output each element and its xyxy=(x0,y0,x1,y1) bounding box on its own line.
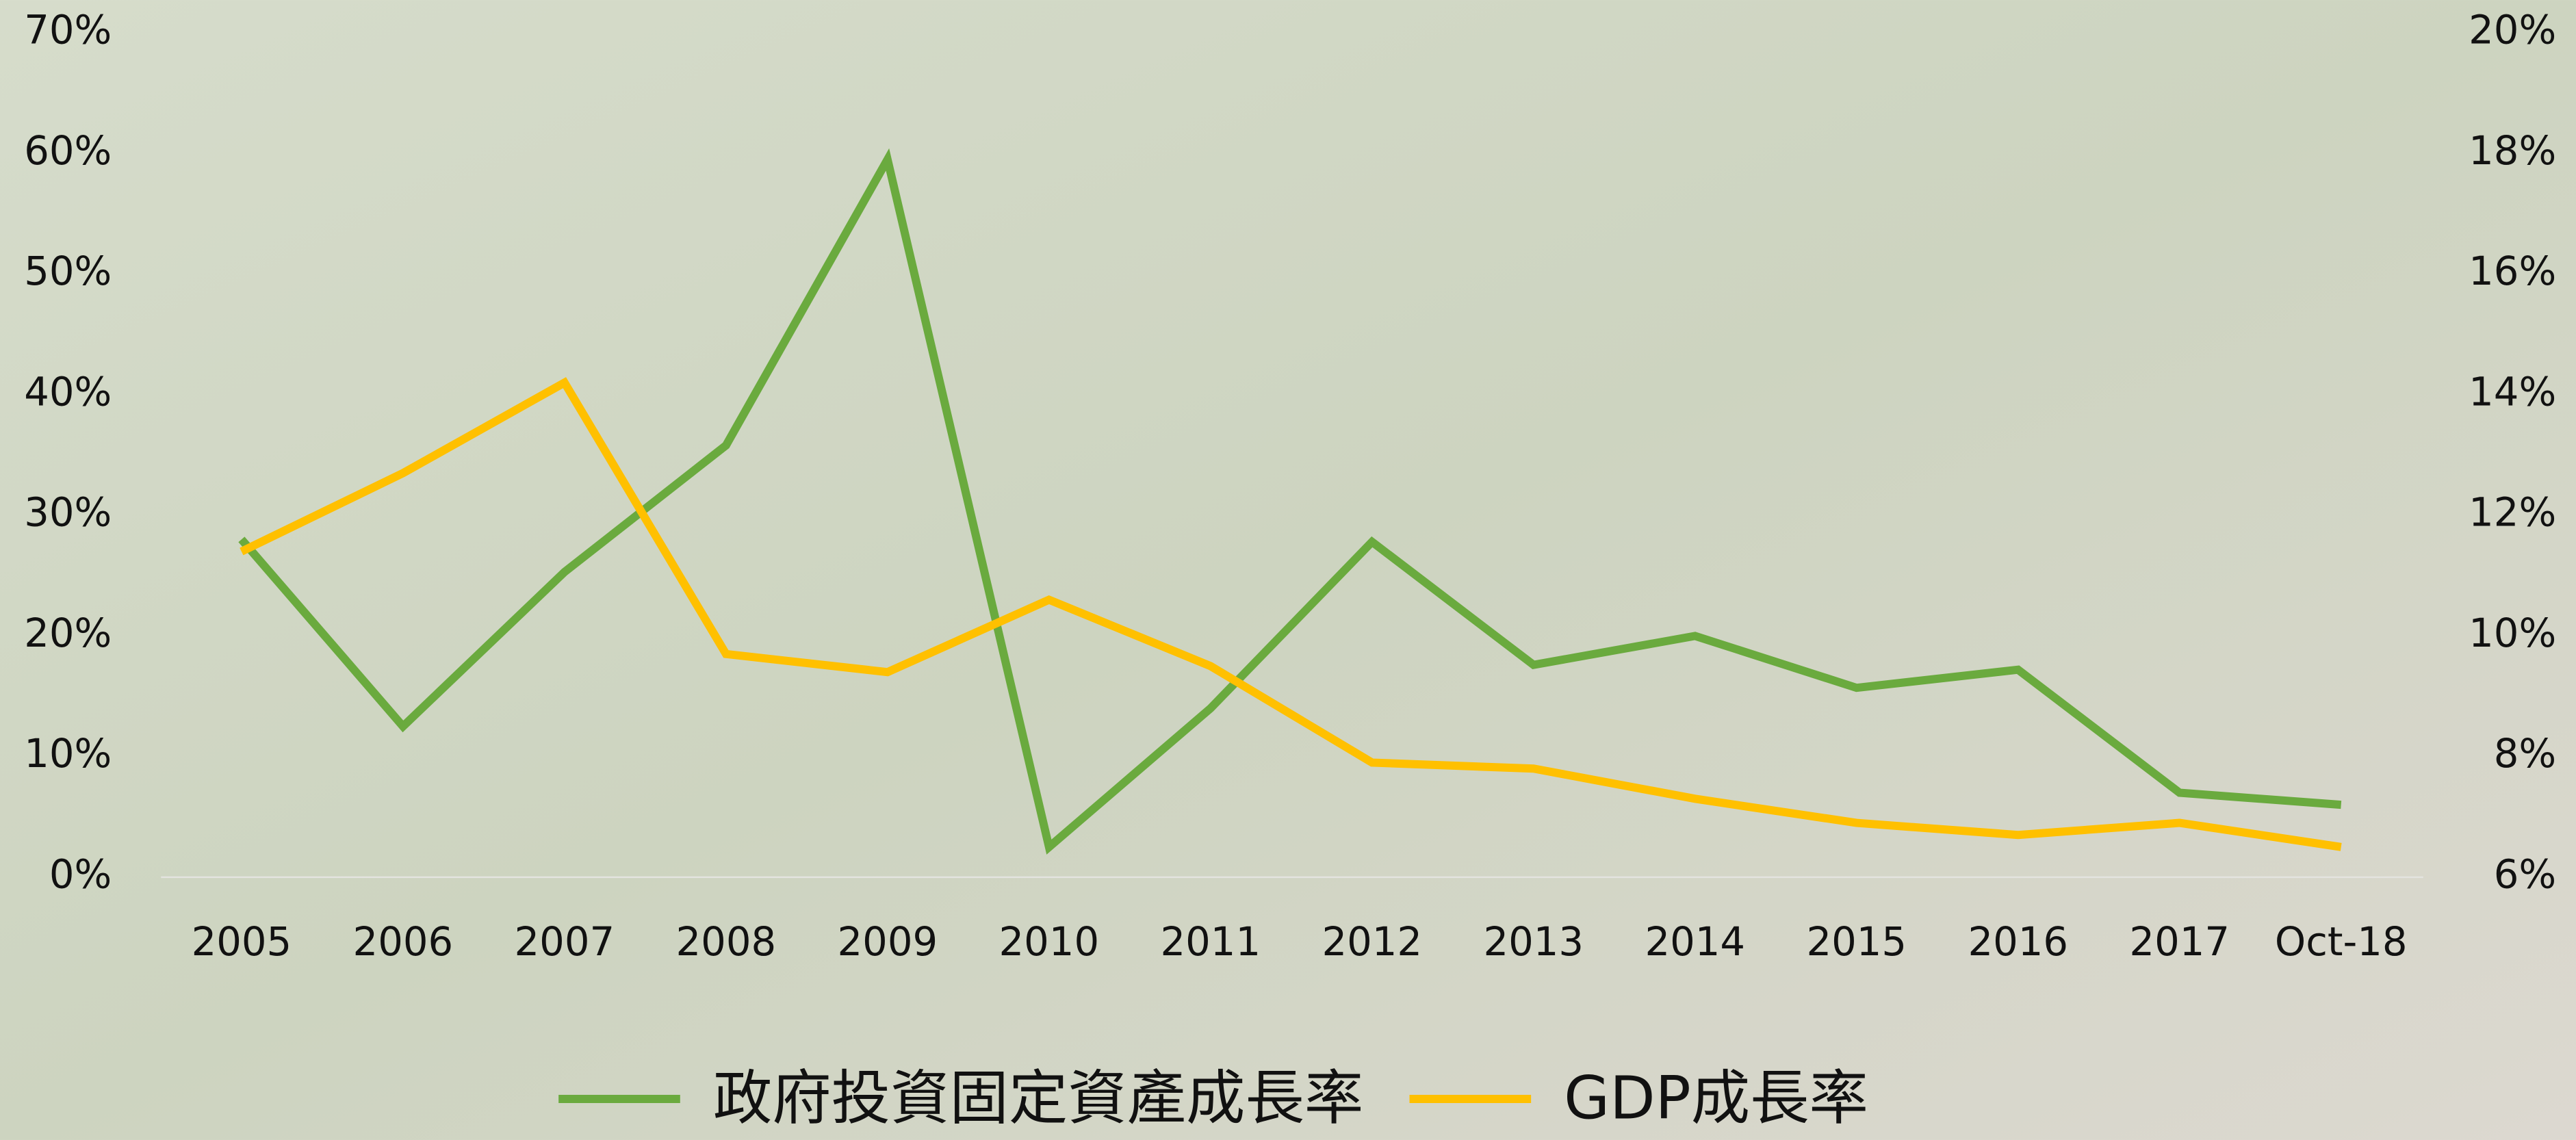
x-tick-label: 2008 xyxy=(676,919,777,965)
y-tick-label: 0% xyxy=(49,852,112,898)
y-tick-label: 20% xyxy=(24,610,112,656)
y-tick-label: 30% xyxy=(24,490,112,536)
legend-label: 政府投資固定資產成長率 xyxy=(713,1065,1363,1133)
series-line xyxy=(240,377,2342,851)
x-tick-label: 2017 xyxy=(2129,919,2230,965)
x-tick-label: 2015 xyxy=(1806,919,1907,965)
x-tick-label: 2012 xyxy=(1322,919,1422,965)
x-tick-label: 2011 xyxy=(1160,919,1261,965)
y-tick-label: 60% xyxy=(24,128,112,174)
x-tick-label: 2005 xyxy=(192,919,292,965)
y-tick-label: 40% xyxy=(24,369,112,415)
y2-tick-label: 18% xyxy=(2469,128,2556,174)
y2-tick-label: 16% xyxy=(2469,248,2556,294)
y-tick-label: 10% xyxy=(24,731,112,777)
x-tick-label: 2009 xyxy=(838,919,938,965)
x-tick-label: Oct-18 xyxy=(2275,919,2408,965)
x-tick-label: 2010 xyxy=(999,919,1100,965)
x-tick-label: 2014 xyxy=(1645,919,1745,965)
x-tick-label: 2007 xyxy=(515,919,615,965)
y2-tick-label: 20% xyxy=(2469,8,2556,53)
legend-label: GDP成長率 xyxy=(1564,1065,1868,1133)
y2-tick-label: 8% xyxy=(2494,731,2556,777)
y-tick-label: 70% xyxy=(24,8,112,53)
x-tick-label: 2013 xyxy=(1483,919,1584,965)
y-tick-label: 50% xyxy=(24,248,112,294)
x-tick-label: 2006 xyxy=(353,919,454,965)
y2-tick-label: 6% xyxy=(2494,852,2556,898)
series-line xyxy=(238,148,2342,855)
y2-tick-label: 12% xyxy=(2469,490,2556,536)
y2-tick-label: 10% xyxy=(2469,610,2556,656)
y2-tick-label: 14% xyxy=(2469,369,2556,415)
x-tick-label: 2016 xyxy=(1968,919,2068,965)
